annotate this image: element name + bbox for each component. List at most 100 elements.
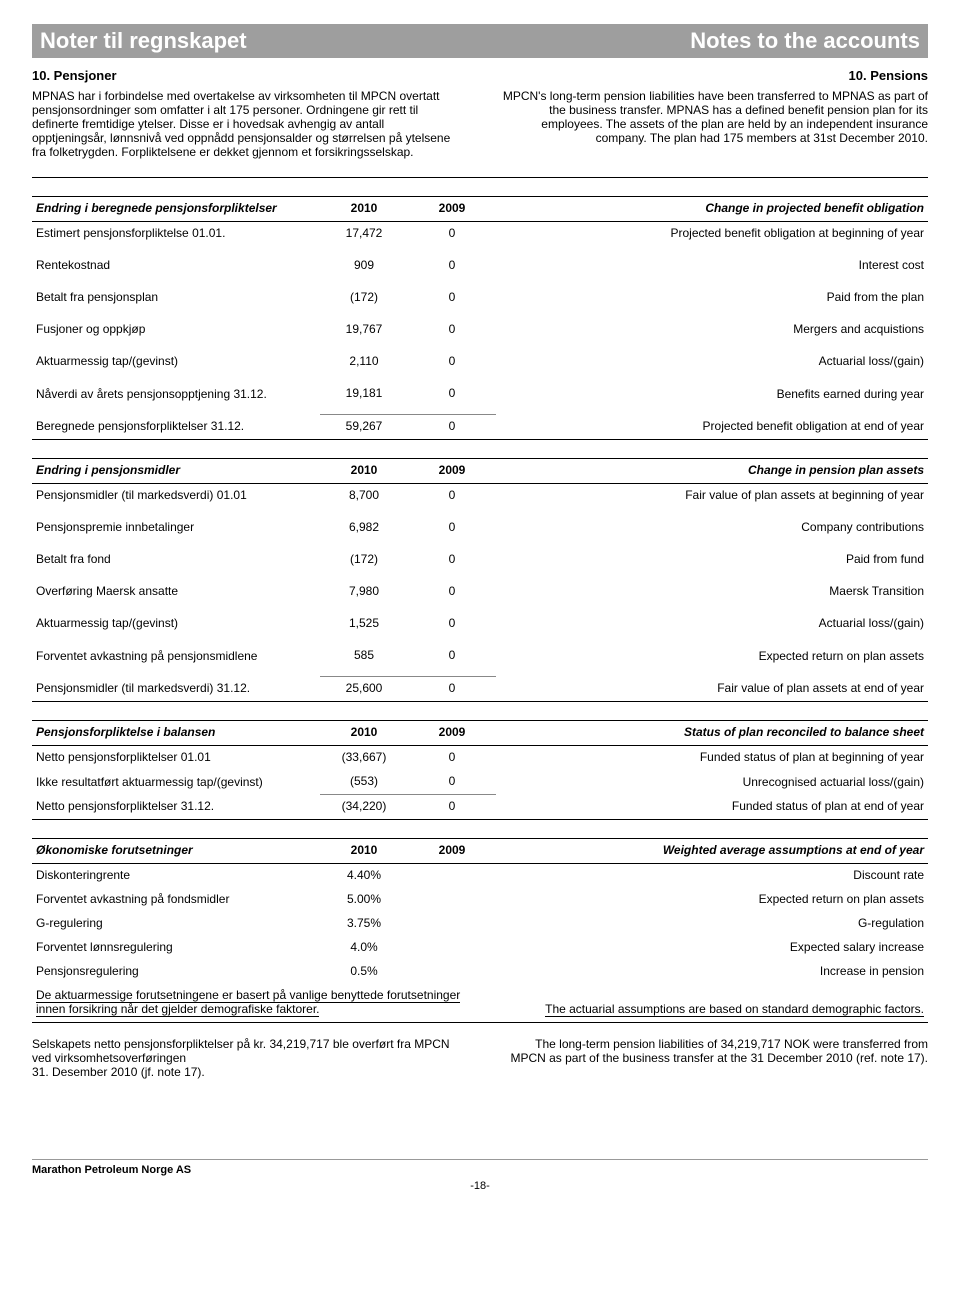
- row-value-2: 0: [408, 677, 496, 702]
- row-value-2: 0: [408, 795, 496, 820]
- transfer-note-left: Selskapets netto pensjonsforpliktelser p…: [32, 1037, 460, 1079]
- row-label-right: Actuarial loss/(gain): [496, 612, 928, 644]
- table-title-right: Change in pension plan assets: [496, 459, 928, 484]
- row-label-right: Projected benefit obligation at end of y…: [496, 415, 928, 440]
- row-value-2: 0: [408, 254, 496, 286]
- table-row: Pensjonsmidler (til markedsverdi) 31.12.…: [32, 677, 928, 702]
- row-value-1: (34,220): [320, 795, 408, 820]
- row-value-2: 0: [408, 484, 496, 517]
- row-value-2: [408, 864, 496, 889]
- row-value-2: 0: [408, 318, 496, 350]
- table-row: G-regulering3.75%G-regulation: [32, 912, 928, 936]
- subheader-left: 10. Pensjoner: [32, 68, 117, 83]
- row-value-1: (172): [320, 286, 408, 318]
- row-label-left: Diskonteringrente: [32, 864, 320, 889]
- intro-block: MPNAS har i forbindelse med overtakelse …: [32, 89, 928, 159]
- page-header: Noter til regnskapet Notes to the accoun…: [32, 24, 928, 58]
- row-label-right: Funded status of plan at end of year: [496, 795, 928, 820]
- row-label-left: Pensjonsmidler (til markedsverdi) 31.12.: [32, 677, 320, 702]
- row-label-right: Projected benefit obligation at beginnin…: [496, 222, 928, 255]
- row-value-2: 0: [408, 222, 496, 255]
- row-label-right: Company contributions: [496, 516, 928, 548]
- row-value-1: 25,600: [320, 677, 408, 702]
- table-title-left: Endring i pensjonsmidler: [32, 459, 320, 484]
- table-row: Fusjoner og oppkjøp19,7670Mergers and ac…: [32, 318, 928, 350]
- table-row: Rentekostnad9090Interest cost: [32, 254, 928, 286]
- col-year-2: 2009: [408, 839, 496, 864]
- table-title-left: Pensjonsforpliktelse i balansen: [32, 721, 320, 746]
- col-year-2: 2009: [408, 721, 496, 746]
- row-value-2: 0: [408, 770, 496, 795]
- row-label-right: Expected return on plan assets: [496, 644, 928, 677]
- assumptions-note-left: De aktuarmessige forutsetningene er base…: [32, 984, 496, 1023]
- row-label-left: Pensjonspremie innbetalinger: [32, 516, 320, 548]
- row-value-1: 8,700: [320, 484, 408, 517]
- header-right: Notes to the accounts: [690, 28, 920, 54]
- financial-table: Pensjonsforpliktelse i balansen20102009S…: [32, 720, 928, 820]
- table-title-right: Change in projected benefit obligation: [496, 197, 928, 222]
- row-label-left: Forventet avkastning på pensjonsmidlene: [32, 644, 320, 677]
- col-year-1: 2010: [320, 197, 408, 222]
- row-label-left: Nåverdi av årets pensjonsopptjening 31.1…: [32, 382, 320, 415]
- row-label-right: Expected salary increase: [496, 936, 928, 960]
- row-value-1: 4.40%: [320, 864, 408, 889]
- row-label-left: Betalt fra pensjonsplan: [32, 286, 320, 318]
- row-value-1: 5.00%: [320, 888, 408, 912]
- table-row: Forventet avkastning på fondsmidler5.00%…: [32, 888, 928, 912]
- row-label-right: G-regulation: [496, 912, 928, 936]
- row-label-left: Beregnede pensjonsforpliktelser 31.12.: [32, 415, 320, 440]
- row-label-left: G-regulering: [32, 912, 320, 936]
- row-value-1: 6,982: [320, 516, 408, 548]
- row-label-left: Netto pensjonsforpliktelser 01.01: [32, 746, 320, 771]
- page-number: -18-: [32, 1180, 928, 1192]
- row-label-left: Pensjonsmidler (til markedsverdi) 01.01: [32, 484, 320, 517]
- row-label-left: Betalt fra fond: [32, 548, 320, 580]
- row-label-left: Ikke resultatført aktuarmessig tap/(gevi…: [32, 770, 320, 795]
- footer-company: Marathon Petroleum Norge AS: [32, 1164, 191, 1176]
- table-row: Forventet lønnsregulering4.0% Expected sa…: [32, 936, 928, 960]
- assumptions-footnote-row: De aktuarmessige forutsetningene er base…: [32, 984, 928, 1023]
- row-label-left: Overføring Maersk ansatte: [32, 580, 320, 612]
- row-label-left: Rentekostnad: [32, 254, 320, 286]
- table-row: Aktuarmessig tap/(gevinst)1,5250Actuaria…: [32, 612, 928, 644]
- row-label-right: Fair value of plan assets at end of year: [496, 677, 928, 702]
- row-value-2: 0: [408, 516, 496, 548]
- col-year-1: 2010: [320, 721, 408, 746]
- row-value-2: [408, 888, 496, 912]
- row-value-1: 59,267: [320, 415, 408, 440]
- row-value-2: 0: [408, 746, 496, 771]
- row-label-right: Mergers and acquistions: [496, 318, 928, 350]
- row-label-left: Aktuarmessig tap/(gevinst): [32, 612, 320, 644]
- intro-right: MPCN's long-term pension liabilities hav…: [500, 89, 928, 159]
- transfer-note: Selskapets netto pensjonsforpliktelser p…: [32, 1037, 928, 1079]
- row-value-1: (553): [320, 770, 408, 795]
- table-title-right: Status of plan reconciled to balance she…: [496, 721, 928, 746]
- row-label-right: Benefits earned during year: [496, 382, 928, 415]
- row-label-left: Forventet lønnsregulering: [32, 936, 320, 960]
- row-label-right: Increase in pension: [496, 960, 928, 984]
- row-label-right: Discount rate: [496, 864, 928, 889]
- row-label-left: Netto pensjonsforpliktelser 31.12.: [32, 795, 320, 820]
- row-label-right: Expected return on plan assets: [496, 888, 928, 912]
- row-value-2: [408, 960, 496, 984]
- table-title-left: Økonomiske forutsetninger: [32, 839, 320, 864]
- row-value-2: 0: [408, 644, 496, 677]
- col-year-1: 2010: [320, 839, 408, 864]
- table-row: Netto pensjonsforpliktelser 31.12.(34,22…: [32, 795, 928, 820]
- row-value-1: 909: [320, 254, 408, 286]
- row-value-2: 0: [408, 580, 496, 612]
- row-label-right: Fair value of plan assets at beginning o…: [496, 484, 928, 517]
- row-value-1: 4.0%: [320, 936, 408, 960]
- row-label-left: Fusjoner og oppkjøp: [32, 318, 320, 350]
- header-left: Noter til regnskapet: [40, 28, 247, 54]
- row-value-1: 19,767: [320, 318, 408, 350]
- row-value-2: 0: [408, 612, 496, 644]
- table-row: Diskonteringrente4.40% Discount rate: [32, 864, 928, 889]
- row-label-right: Interest cost: [496, 254, 928, 286]
- row-label-right: Maersk Transition: [496, 580, 928, 612]
- row-value-2: 0: [408, 548, 496, 580]
- row-value-1: 19,181: [320, 382, 408, 415]
- table-row: Estimert pensjonsforpliktelse 01.01.17,4…: [32, 222, 928, 255]
- row-value-2: 0: [408, 350, 496, 382]
- transfer-note-right: The long-term pension liabilities of 34,…: [500, 1037, 928, 1079]
